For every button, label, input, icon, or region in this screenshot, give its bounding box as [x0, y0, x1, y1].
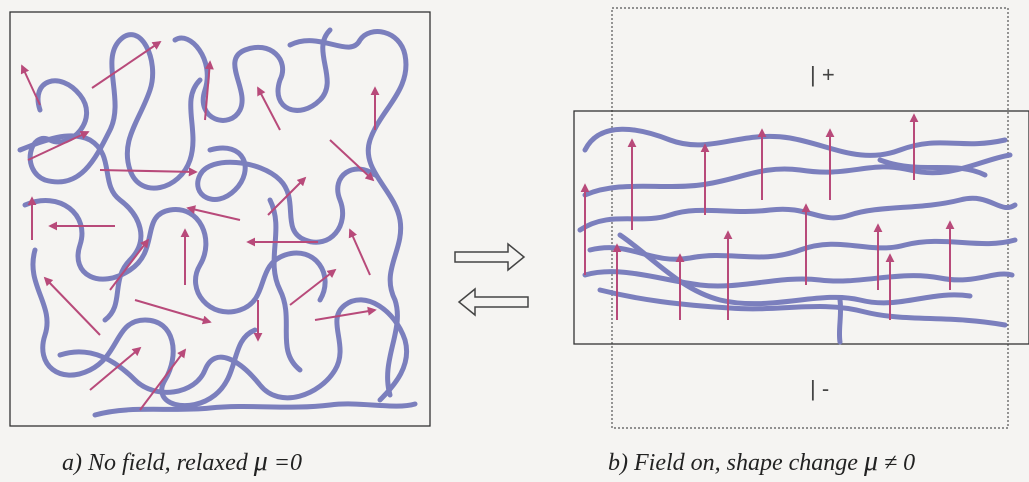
dipole-arrow [91, 40, 162, 89]
polymer-chain [30, 247, 258, 409]
caption-a-mu-symbol: μ [253, 446, 268, 477]
panel-a-no-field [9, 11, 431, 427]
transition-arrows [454, 242, 529, 317]
reverse-arrow-icon [457, 287, 529, 317]
caption-b-prefix: b) Field on, shape change [608, 450, 864, 476]
polymer-chain [582, 152, 1013, 198]
dipole-arrow [89, 346, 142, 391]
polymer-chain [172, 27, 333, 123]
dipole-arrow [257, 86, 281, 131]
caption-b-mu-symbol: μ [863, 446, 878, 477]
polymer-chain [597, 287, 1008, 328]
dipole-arrow [43, 276, 101, 336]
polymer-chain [57, 297, 409, 403]
electrode-bottom-label: | - [810, 376, 830, 401]
panel-b-frame [573, 110, 1029, 345]
polymer-chain [92, 401, 418, 418]
polymer-chain [195, 145, 378, 245]
dipole-arrow [109, 238, 150, 291]
polymer-chain [27, 32, 203, 191]
panel-b-polymer-chains [577, 126, 1018, 345]
polymer-chain [267, 197, 303, 373]
dipole-arrow [134, 299, 212, 325]
panel-b-dipole-arrows [580, 113, 955, 320]
polymer-chain [877, 157, 988, 178]
dipole-arrow [267, 176, 307, 216]
dipole-arrow [204, 60, 214, 121]
polymer-chain [287, 29, 409, 398]
panel-b-field-on [573, 7, 1029, 429]
dipole-arrow [314, 306, 377, 321]
dipole-arrow [139, 348, 187, 411]
polymer-chain [17, 133, 144, 323]
polymer-chain [582, 269, 1015, 289]
dipole-arrow [348, 228, 371, 276]
dipole-arrow [99, 167, 198, 177]
dipole-arrow [186, 205, 241, 221]
panel-a-polymer-chains [17, 27, 418, 418]
caption-a-suffix: =0 [267, 450, 302, 476]
forward-arrow-icon [454, 242, 526, 272]
panel-a-frame [9, 11, 431, 427]
polymer-chain [587, 237, 1018, 262]
caption-b-suffix: ≠ 0 [878, 450, 916, 476]
dipole-arrow [27, 130, 90, 161]
polymer-chain [582, 126, 1008, 158]
polymer-chain [617, 232, 973, 307]
caption-b: b) Field on, shape change μ ≠ 0 [608, 446, 915, 478]
polymer-chain [836, 297, 844, 345]
panel-a-dipole-arrows [20, 40, 380, 411]
caption-a: a) No field, relaxed μ =0 [62, 446, 302, 478]
dipole-arrow [329, 139, 375, 182]
dipole-arrow [20, 64, 41, 106]
dipole-arrow [289, 268, 337, 306]
electrode-top-label: | + [810, 62, 835, 87]
caption-a-prefix: a) No field, relaxed [62, 450, 254, 476]
